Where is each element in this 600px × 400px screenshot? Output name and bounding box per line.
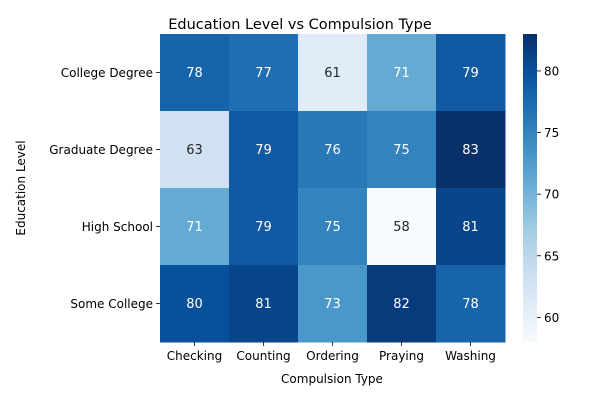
x-axis-label: Compulsion Type (281, 372, 383, 386)
cell-value-label: 78 (462, 297, 479, 312)
heatmap-cell (229, 188, 299, 266)
heatmap-cell (367, 111, 437, 189)
colorbar-tick-label: 80 (544, 64, 559, 78)
cell-value-label: 82 (393, 297, 410, 312)
chart-title: Education Level vs Compulsion Type (168, 17, 432, 33)
cell-value-label: 79 (255, 220, 272, 235)
heatmap-cell (436, 111, 506, 189)
heatmap-cell (229, 111, 299, 189)
heatmap-cell (298, 111, 368, 189)
y-axis-ticks: College Degree Graduate Degree High School… (49, 66, 160, 311)
heatmap-cell (298, 265, 368, 343)
heatmap-cells: 78 77 61 71 79 63 79 76 75 83 71 79 75 58 81 80 81 73 82 78 (160, 34, 506, 343)
heatmap-cell (436, 265, 506, 343)
cell-value-label: 75 (393, 143, 410, 158)
x-axis-ticks: Checking Counting Ordering Praying Washing (167, 342, 496, 363)
y-tick-label: Graduate Degree (49, 143, 153, 157)
y-tick-label: High School (82, 220, 153, 234)
cell-value-label: 58 (393, 220, 410, 235)
colorbar-ticks: 60 65 70 75 80 (537, 64, 559, 325)
heatmap-cell (160, 188, 230, 266)
x-tick-label: Counting (236, 349, 290, 363)
cell-value-label: 80 (186, 297, 203, 312)
cell-value-label: 79 (255, 143, 272, 158)
cell-value-label: 75 (324, 220, 341, 235)
heatmap-cell (229, 34, 299, 112)
heatmap-cell (367, 265, 437, 343)
heatmap-cell (298, 34, 368, 112)
y-tick-label: College Degree (61, 66, 153, 80)
x-tick-label: Washing (445, 349, 496, 363)
colorbar-tick-label: 60 (544, 311, 559, 325)
cell-value-label: 78 (186, 66, 203, 81)
cell-value-label: 77 (255, 66, 272, 81)
cell-value-label: 73 (324, 297, 341, 312)
colorbar-gradient (523, 34, 537, 342)
cell-value-label: 81 (462, 220, 479, 235)
heatmap-cell (229, 265, 299, 343)
heatmap-cell (160, 34, 230, 112)
heatmap-cell (436, 34, 506, 112)
heatmap-cell (160, 111, 230, 189)
cell-value-label: 71 (186, 220, 203, 235)
colorbar-tick-label: 75 (544, 126, 559, 140)
colorbar-tick-label: 70 (544, 188, 559, 202)
y-tick-label: Some College (70, 297, 153, 311)
cell-value-label: 79 (462, 66, 479, 81)
cell-value-label: 71 (393, 66, 410, 81)
y-axis-label: Education Level (14, 140, 28, 235)
heatmap-cell (298, 188, 368, 266)
cell-value-label: 63 (186, 143, 203, 158)
x-tick-label: Praying (379, 349, 424, 363)
cell-value-label: 83 (462, 143, 479, 158)
heatmap-cell (436, 188, 506, 266)
cell-value-label: 81 (255, 297, 272, 312)
heatmap-cell (160, 265, 230, 343)
colorbar: 60 65 70 75 80 (523, 34, 559, 342)
heatmap-cell (367, 188, 437, 266)
x-tick-label: Ordering (306, 349, 359, 363)
cell-value-label: 61 (324, 66, 341, 81)
cell-value-label: 76 (324, 143, 341, 158)
colorbar-tick-label: 65 (544, 249, 559, 263)
x-tick-label: Checking (167, 349, 222, 363)
heatmap-cell (367, 34, 437, 112)
